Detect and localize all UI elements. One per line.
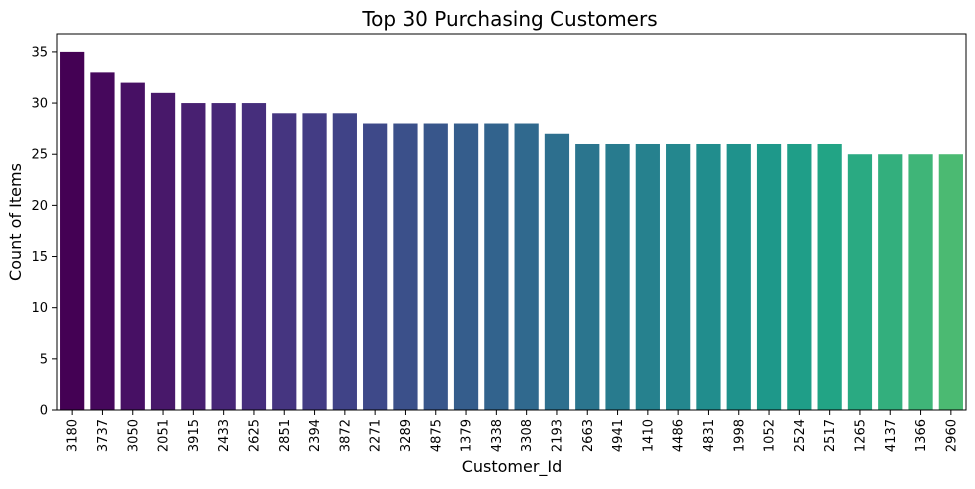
x-tick-label: 4338	[490, 419, 505, 452]
y-tick-label: 0	[40, 404, 48, 419]
bar-1052	[756, 143, 782, 411]
bar-2960	[938, 154, 963, 410]
bar-1410	[635, 143, 660, 411]
bar-2851	[272, 113, 297, 410]
bar-2271	[363, 123, 388, 411]
x-tick-label: 2663	[581, 419, 596, 452]
x-tick-label: 4941	[611, 419, 626, 452]
bar-1366	[908, 154, 933, 410]
y-axis: 0 5 10 15 20 25 30 35	[31, 45, 57, 419]
x-tick-label: 2851	[278, 419, 293, 452]
x-tick-label: 1265	[853, 419, 868, 452]
x-tick-label: 4137	[884, 419, 899, 452]
x-tick-label: 2517	[823, 419, 838, 452]
y-tick-label: 20	[31, 199, 48, 214]
y-axis-label: Count of Items	[6, 163, 25, 281]
bar-2433	[211, 103, 236, 410]
bar-4941	[605, 143, 630, 411]
y-tick-label: 15	[31, 250, 48, 265]
bar-4875	[423, 123, 448, 411]
bar-1265	[847, 154, 873, 410]
bars-group	[60, 51, 963, 411]
x-tick-label: 2193	[550, 419, 565, 452]
x-axis: 3180 3737 3050 2051 3915 2433 2625 2851 2394 3872…	[66, 410, 959, 452]
bar-2193	[544, 133, 570, 410]
bar-3050	[120, 82, 145, 410]
bar-4338	[484, 123, 509, 411]
bar-2051	[150, 92, 176, 410]
x-tick-label: 2051	[157, 419, 172, 452]
x-tick-label: 4831	[702, 419, 717, 452]
bar-3872	[332, 113, 357, 410]
plot-frame	[56, 33, 967, 411]
x-tick-label: 2433	[217, 419, 232, 452]
bar-2394	[302, 113, 327, 410]
bar-4486	[666, 143, 691, 411]
x-tick-label: 3180	[66, 419, 81, 452]
bar-2517	[817, 143, 842, 411]
y-tick-label: 10	[31, 301, 48, 316]
x-tick-label: 2960	[944, 419, 959, 452]
bar-1379	[453, 123, 479, 411]
x-tick-label: 1410	[641, 419, 656, 452]
x-tick-label: 2524	[793, 419, 808, 452]
x-tick-label: 2271	[369, 419, 384, 452]
x-tick-label: 3050	[126, 419, 141, 452]
x-tick-label: 4486	[672, 419, 687, 452]
bar-2663	[575, 143, 600, 411]
x-tick-label: 3737	[96, 419, 111, 452]
y-tick-label: 5	[40, 352, 48, 367]
bar-4137	[878, 154, 903, 410]
bar-3180	[60, 51, 85, 411]
x-tick-label: 3872	[338, 419, 353, 452]
x-tick-label: 3308	[520, 419, 535, 452]
x-tick-label: 4875	[429, 419, 444, 452]
bar-4831	[696, 143, 721, 411]
bar-3308	[514, 123, 539, 411]
bar-1998	[726, 143, 751, 411]
x-tick-label: 2394	[308, 419, 323, 452]
chart-title: Top 30 Purchasing Customers	[361, 7, 657, 31]
x-tick-label: 2625	[247, 419, 262, 452]
bar-3915	[181, 103, 206, 410]
bar-2625	[241, 103, 267, 410]
x-tick-label: 1379	[460, 419, 475, 452]
y-tick-label: 35	[31, 45, 48, 60]
y-tick-label: 25	[31, 148, 48, 163]
bar-3289	[393, 123, 418, 411]
x-tick-label: 1052	[763, 419, 778, 452]
bar-2524	[787, 143, 812, 411]
y-tick-label: 30	[31, 97, 48, 112]
x-tick-label: 1366	[914, 419, 929, 452]
x-tick-label: 3915	[187, 419, 202, 452]
bar-3737	[90, 72, 115, 411]
x-tick-label: 3289	[399, 419, 414, 452]
x-axis-label: Customer_Id	[462, 457, 563, 477]
x-tick-label: 1998	[732, 419, 747, 452]
